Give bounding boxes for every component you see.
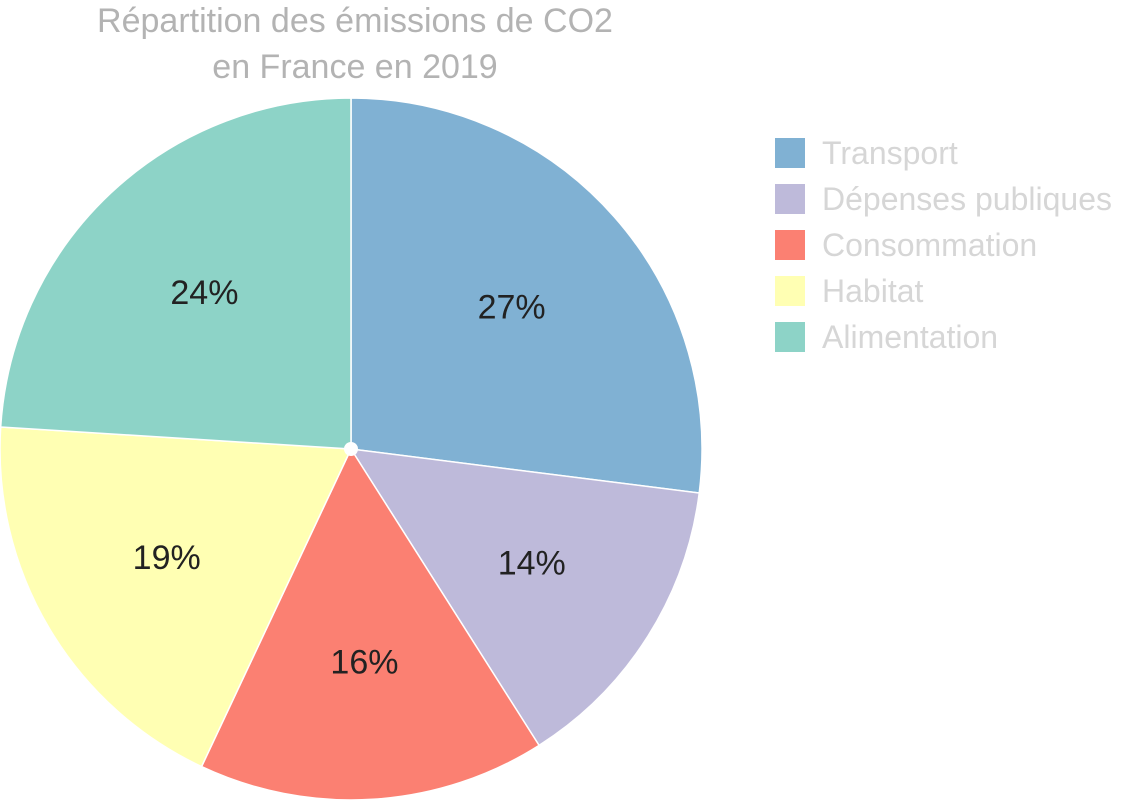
pie-center-dot <box>344 442 358 456</box>
pie-slice-habitat <box>0 426 353 768</box>
legend-swatch <box>775 322 805 352</box>
chart-title-line-1: Répartition des émissions de CO2 <box>97 2 613 40</box>
legend-label: Alimentation <box>822 319 999 355</box>
slice-value-label: 16% <box>330 644 398 682</box>
legend-label: Transport <box>822 135 958 171</box>
legend-label: Habitat <box>822 273 924 309</box>
legend: Transport Dépenses publiques Consommation H… <box>775 130 1112 360</box>
legend-item: Transport <box>775 130 1112 176</box>
legend-swatch <box>775 276 805 306</box>
legend-item: Habitat <box>775 268 1112 314</box>
chart-title-line-2: en France en 2019 <box>212 48 498 86</box>
slice-value-label: 14% <box>498 545 566 583</box>
legend-item: Consommation <box>775 222 1112 268</box>
slice-value-label: 19% <box>133 539 201 577</box>
pie-slice-consommation <box>200 447 541 800</box>
legend-swatch <box>775 184 805 214</box>
slice-value-label: 27% <box>478 288 546 326</box>
pie-slice-d-penses-publiques <box>349 448 701 747</box>
legend-label: Consommation <box>822 227 1038 263</box>
slice-value-label: 24% <box>170 274 238 312</box>
legend-item: Alimentation <box>775 314 1112 360</box>
legend-swatch <box>775 230 805 260</box>
legend-swatch <box>775 138 805 168</box>
pie-slice-alimentation <box>0 97 352 450</box>
pie-slice-transport <box>350 97 703 494</box>
legend-label: Dépenses publiques <box>822 181 1112 217</box>
legend-item: Dépenses publiques <box>775 176 1112 222</box>
